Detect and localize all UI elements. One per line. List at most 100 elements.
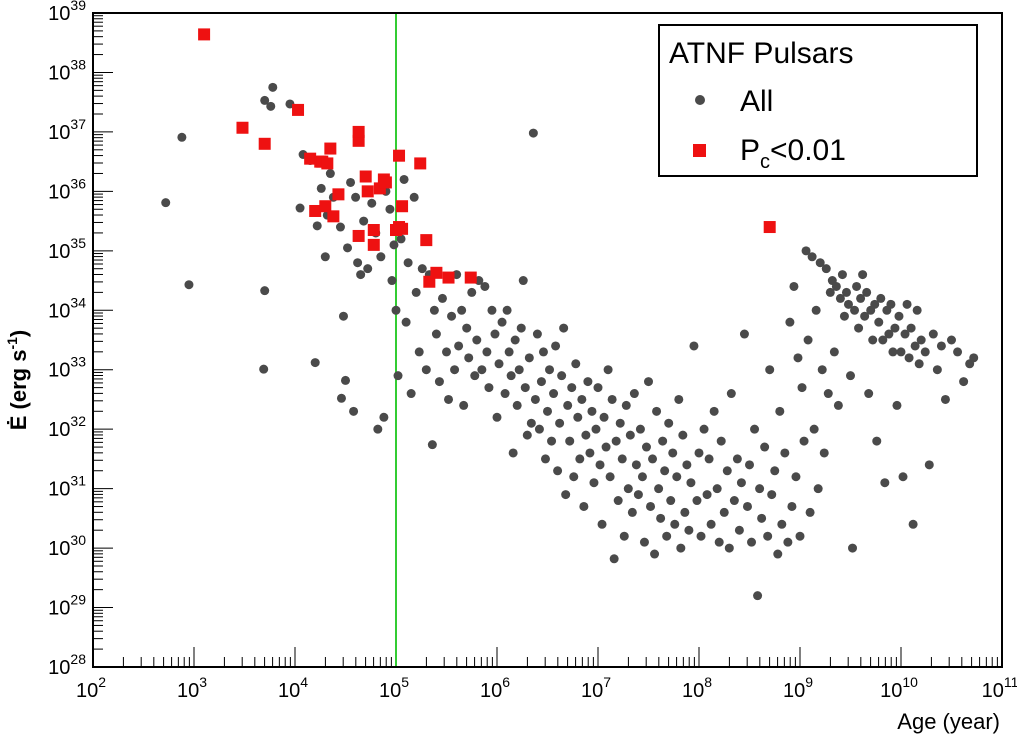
data-point-all (924, 460, 934, 470)
legend-label-pc-sub: c (760, 151, 770, 173)
data-point-all (795, 531, 805, 541)
data-point-all (835, 293, 845, 303)
data-point-all (862, 287, 872, 297)
axis-ticks (92, 12, 1003, 668)
data-point-pc (367, 238, 380, 251)
legend-box (658, 24, 978, 177)
y-axis-title: Ė (erg s-1) (4, 330, 31, 430)
data-point-all (846, 371, 855, 381)
data-point-all (825, 287, 835, 297)
legend: ATNF Pulsars All Pc<0.01 (658, 24, 978, 177)
data-point-all (379, 412, 389, 422)
data-point-all (668, 448, 678, 458)
data-point-all (385, 204, 395, 214)
data-point-all (434, 377, 444, 387)
data-point-all (914, 359, 924, 369)
data-point-all (823, 389, 833, 399)
data-point-all (654, 484, 664, 494)
data-point-all (928, 329, 938, 339)
data-point-all (767, 490, 777, 500)
data-point-all (338, 311, 348, 321)
data-point-all (487, 305, 497, 315)
data-point-all (803, 335, 813, 345)
data-point-all (831, 281, 841, 291)
data-point-all (775, 406, 785, 416)
data-point-pc (304, 152, 317, 165)
data-point-all (431, 329, 441, 339)
data-point-all (561, 490, 571, 500)
data-point-all (686, 478, 696, 488)
data-point-all (627, 507, 637, 517)
data-point-all (837, 270, 847, 280)
data-point-all (726, 389, 736, 399)
data-point-pc (359, 170, 372, 183)
plot-frame (92, 12, 1003, 668)
data-point-all (524, 353, 534, 363)
data-point-all (585, 448, 595, 458)
data-point-all (753, 591, 763, 601)
data-point-all (514, 365, 524, 375)
data-point-all (850, 305, 860, 315)
data-point-all (819, 448, 829, 458)
data-point-all (389, 240, 399, 250)
data-point-all (852, 281, 862, 291)
data-point-all (947, 335, 956, 345)
data-point-all (532, 329, 542, 339)
data-point-all (310, 358, 320, 368)
data-point-pc (361, 185, 374, 198)
data-point-all (633, 490, 643, 500)
data-point-all (763, 531, 773, 541)
data-point-all (467, 287, 477, 297)
data-point-all (615, 418, 625, 428)
data-point-all (773, 549, 783, 559)
data-point-all (959, 377, 969, 387)
data-point-all (353, 258, 363, 268)
data-point-all (587, 406, 597, 416)
data-point-all (454, 341, 464, 351)
data-point-all (462, 323, 472, 333)
data-point-all (563, 400, 573, 410)
data-point-all (625, 430, 635, 440)
legend-label-pc: Pc<0.01 (740, 134, 846, 173)
data-point-all (912, 305, 922, 315)
data-point-all (692, 496, 702, 506)
data-point-all (856, 293, 866, 303)
data-point-all (522, 430, 532, 440)
data-point-all (770, 466, 780, 476)
data-point-all (747, 537, 757, 547)
data-point-all (896, 347, 906, 357)
data-point-all (722, 466, 732, 476)
data-point-all (878, 335, 888, 345)
data-point-all (969, 353, 979, 363)
data-point-all (833, 400, 843, 410)
data-point-all (678, 430, 688, 440)
data-point-all (464, 353, 474, 363)
data-point-all (888, 347, 898, 357)
y-tick-label: 1029 (48, 592, 86, 620)
data-point-all (589, 478, 599, 488)
x-tick-labels: 102 103 104 105 106 107 108 109 1010 1011 (76, 674, 1017, 702)
data-point-all (359, 216, 369, 226)
data-point-all (872, 436, 882, 446)
data-point-all (680, 507, 690, 517)
y-axis-title-exp: -1 (4, 337, 20, 350)
data-point-all (785, 317, 795, 327)
data-point-all (623, 484, 633, 494)
data-point-all (841, 287, 851, 297)
data-point-all (593, 383, 603, 393)
data-point-all (512, 400, 522, 410)
data-point-all (363, 264, 373, 274)
y-tick-label: 1034 (48, 294, 86, 322)
data-point-all (565, 436, 575, 446)
data-point-all (569, 472, 579, 482)
data-point-all (336, 393, 346, 403)
x-tick-label: 102 (76, 674, 106, 702)
data-point-all (484, 383, 494, 393)
data-point-all (719, 507, 729, 517)
data-point-all (613, 496, 623, 506)
x-tick-label: 104 (278, 674, 308, 702)
data-point-all (908, 519, 918, 529)
data-point-all (660, 466, 670, 476)
y-tick-label: 1036 (48, 175, 86, 203)
data-point-all (553, 466, 563, 476)
